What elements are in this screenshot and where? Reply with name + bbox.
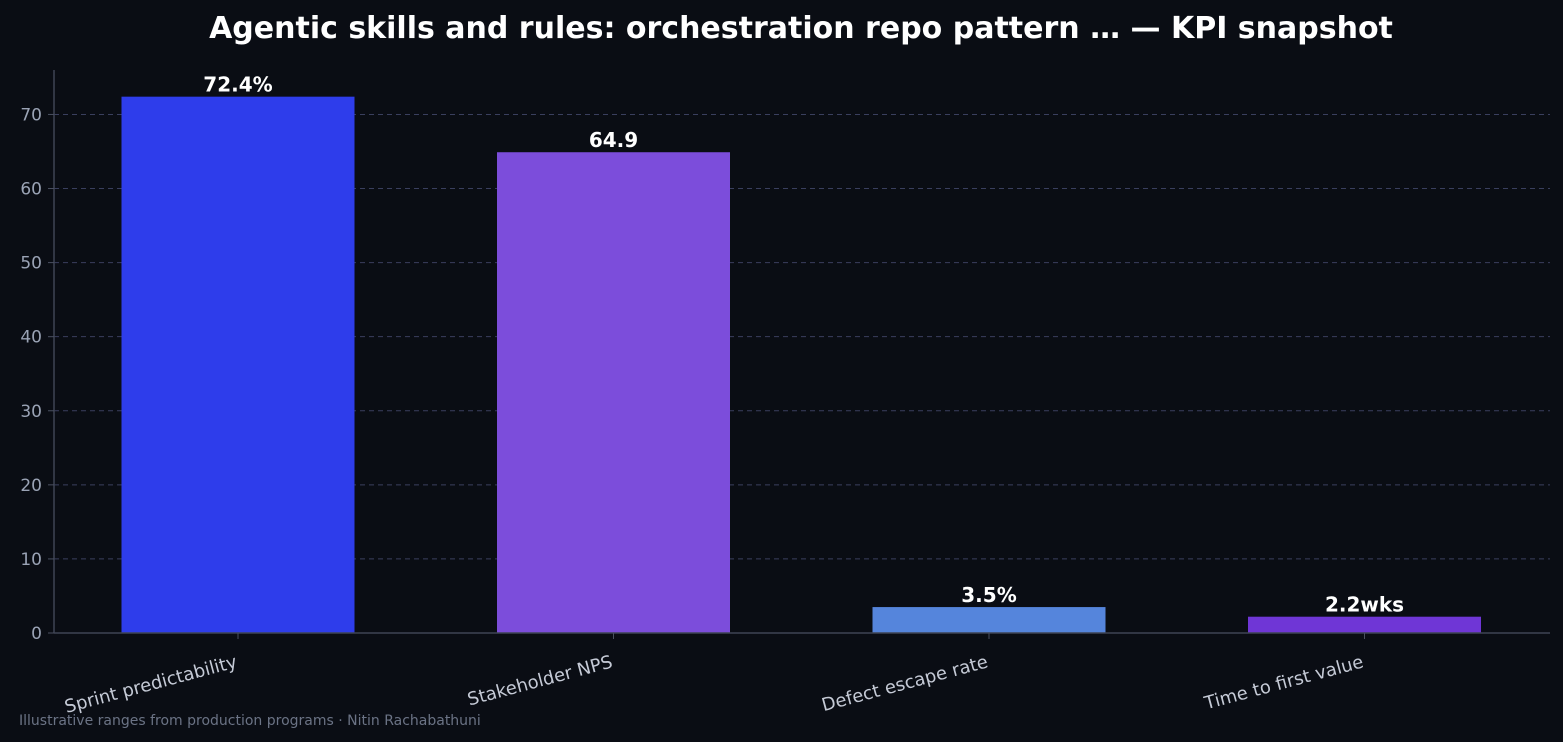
bar-time-to-first-value [1248, 616, 1481, 633]
footnote: Illustrative ranges from production prog… [19, 713, 481, 729]
y-tick-label: 70 [20, 105, 42, 125]
value-label: 72.4% [203, 73, 272, 97]
y-tick-label: 30 [20, 402, 42, 422]
axes [53, 70, 1550, 634]
bars [121, 96, 1481, 634]
y-tick-label: 50 [20, 254, 42, 274]
bar-stakeholder-nps [497, 152, 730, 633]
y-tick-label: 0 [31, 624, 42, 644]
y-tick-label: 40 [20, 328, 42, 348]
y-tick-label: 20 [20, 476, 42, 496]
bar-sprint-predictability [121, 96, 355, 634]
chart-title: Agentic skills and rules: orchestration … [209, 11, 1393, 46]
bar-defect-escape-rate [872, 607, 1106, 633]
y-ticks: 0 10 20 30 40 50 60 70 [20, 105, 54, 644]
y-tick-label: 10 [20, 550, 42, 570]
value-label: 64.9 [589, 128, 638, 152]
value-label: 2.2wks [1325, 593, 1404, 617]
value-labels: 72.4% 64.9 3.5% 2.2wks [203, 73, 1404, 617]
gridlines [54, 113, 1550, 560]
y-tick-label: 60 [20, 180, 42, 200]
value-label: 3.5% [961, 583, 1016, 607]
